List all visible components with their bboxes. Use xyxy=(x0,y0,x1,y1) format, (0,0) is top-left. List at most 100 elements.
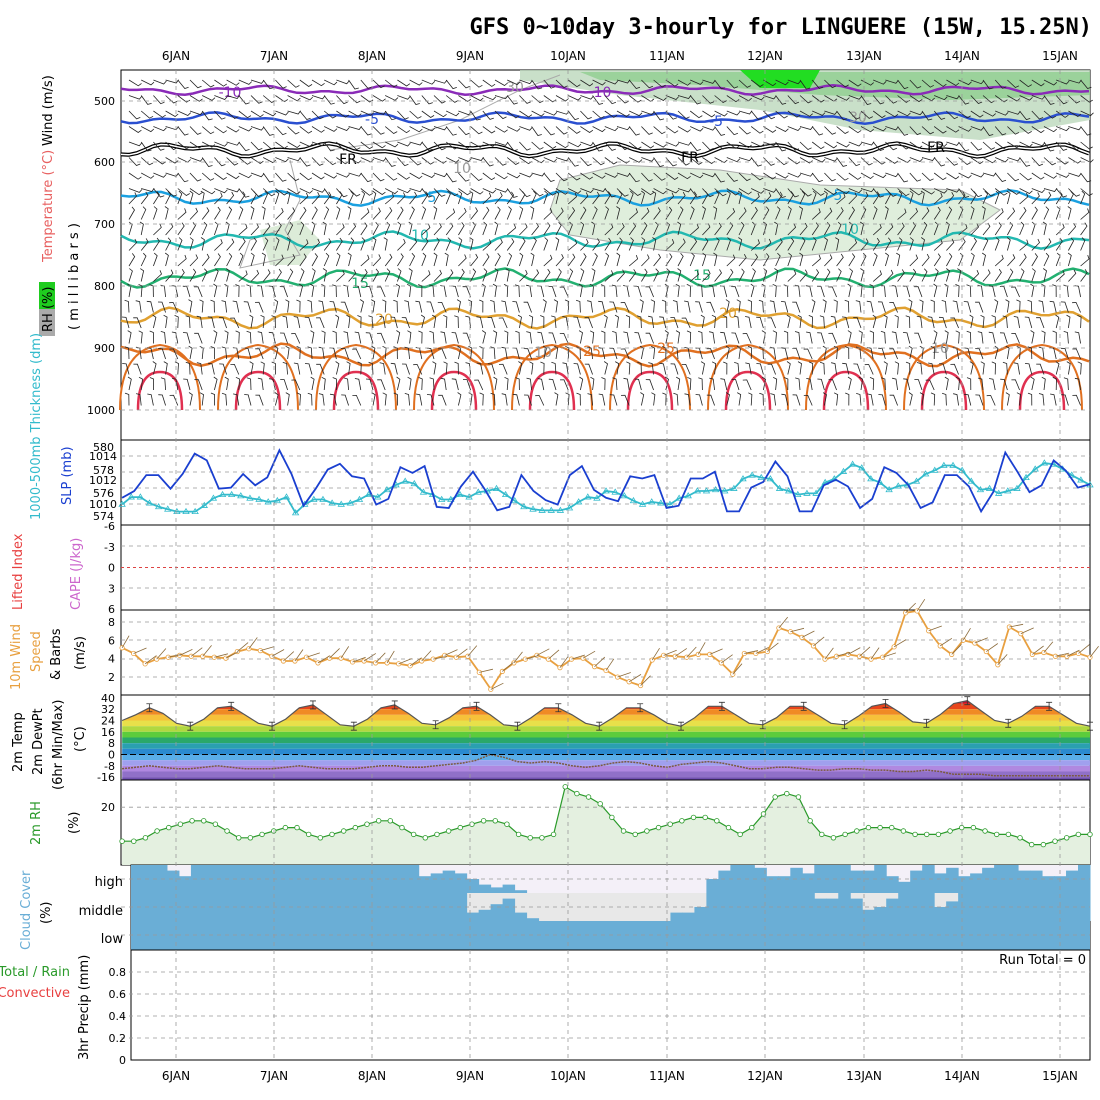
wind-barb xyxy=(238,126,252,132)
wind-barb-10m xyxy=(467,645,478,657)
contour-label: 10 xyxy=(841,222,859,238)
wind-barb xyxy=(676,376,681,391)
cloud-high-bar xyxy=(454,873,468,893)
wind-barb xyxy=(783,284,789,298)
wind-barb xyxy=(559,379,569,391)
minmax-bar xyxy=(514,721,521,731)
bottom-date-label: 6JAN xyxy=(162,1069,190,1083)
wind-barb xyxy=(140,206,147,220)
warm-contour xyxy=(528,370,576,411)
wind-barb xyxy=(340,348,349,360)
wind-barb xyxy=(397,126,411,134)
wind-barb xyxy=(512,393,520,406)
wind-barb xyxy=(551,315,557,329)
wind-barb-10m xyxy=(767,642,779,652)
thickness-marker xyxy=(465,493,473,500)
contour-label: 10 xyxy=(534,345,552,361)
wind-barb xyxy=(397,172,410,180)
wind-barb xyxy=(275,207,284,220)
wind-barb xyxy=(135,300,142,313)
wind-barb xyxy=(914,379,923,391)
cloud-high-bar xyxy=(802,873,815,893)
wind-barb xyxy=(1055,141,1068,151)
wind-barb xyxy=(587,346,593,360)
temperature-contour xyxy=(120,267,1090,289)
wind-barb xyxy=(775,95,787,105)
wind-barb xyxy=(250,126,265,131)
wind-barb xyxy=(616,206,621,220)
wind-barb xyxy=(555,157,570,162)
cloud-high-bar xyxy=(922,865,935,893)
wind-barb xyxy=(458,110,472,116)
wind-barb xyxy=(140,157,154,166)
wind-barb xyxy=(823,190,828,205)
minmax-bar xyxy=(923,718,930,728)
wind-barb xyxy=(787,79,802,85)
wind-barb xyxy=(714,172,725,183)
wind-barb xyxy=(580,188,594,193)
wind-barb xyxy=(299,268,305,282)
wind-barb xyxy=(994,254,1004,267)
wind-barb xyxy=(551,361,557,375)
wind-barb xyxy=(519,223,528,236)
wind-barb xyxy=(517,314,522,329)
wind-barb xyxy=(939,363,947,375)
wind-barb xyxy=(903,378,911,391)
wind-barb xyxy=(775,79,789,86)
wind-barb xyxy=(390,362,398,375)
upper-ylabels: RH (%) Temperature (°C) Wind (m/s) ( m i… xyxy=(39,75,82,336)
wind-barb xyxy=(628,172,640,183)
wind-barb xyxy=(578,283,583,298)
wind-barb xyxy=(352,394,362,406)
rh-marker xyxy=(410,831,417,838)
wind-barb xyxy=(824,141,838,149)
wind-barb xyxy=(957,268,962,282)
wind-barb xyxy=(799,110,813,117)
wind-barb xyxy=(372,79,385,89)
wind-barb xyxy=(609,394,618,406)
wind-barb xyxy=(385,188,399,195)
wind-barb xyxy=(769,300,776,313)
ylabel-speed: Speed xyxy=(29,631,44,672)
wind-barb xyxy=(853,317,862,329)
wind-barb xyxy=(878,394,886,406)
wind-barb xyxy=(128,141,143,147)
wind-barb xyxy=(332,284,337,298)
thickness-marker xyxy=(547,506,555,513)
wind-barb xyxy=(770,346,776,360)
wind-barb xyxy=(860,268,865,282)
wind-barb xyxy=(214,95,228,100)
cloud-high-bar xyxy=(958,876,971,893)
wind-barb xyxy=(706,301,715,313)
thickness-marker xyxy=(721,487,729,494)
wind-barb xyxy=(909,157,923,162)
wind-barb xyxy=(720,378,728,391)
rh-marker xyxy=(620,828,627,834)
rh-marker xyxy=(690,814,697,821)
wind-barb xyxy=(966,284,972,298)
wind-barb xyxy=(714,141,727,150)
wind-barb xyxy=(591,268,596,282)
wind-barb xyxy=(348,190,354,205)
wind-barb xyxy=(981,252,986,267)
pressure-tick-label: 700 xyxy=(94,218,115,231)
ylabel-cloud-cover: Cloud Cover xyxy=(19,870,34,950)
wind-barb xyxy=(799,252,804,267)
rh-marker xyxy=(340,828,347,834)
wind-barb xyxy=(982,126,994,136)
wind-barb-10m xyxy=(801,630,815,638)
wind-barb xyxy=(543,254,553,267)
wind-barb xyxy=(738,254,747,267)
cloud-high-bar xyxy=(910,870,923,893)
wind-barb xyxy=(665,239,675,251)
wind-barb xyxy=(750,110,763,120)
wind-barb xyxy=(726,268,734,282)
wind-barb xyxy=(1019,268,1025,282)
wind-barb xyxy=(360,110,374,116)
wind-barb xyxy=(933,110,946,120)
bottom-date-label: 7JAN xyxy=(260,1069,288,1083)
wind-barb xyxy=(174,315,179,329)
warm-contour xyxy=(136,370,184,411)
thickness-marker xyxy=(456,490,464,498)
wind-barb xyxy=(988,285,996,298)
